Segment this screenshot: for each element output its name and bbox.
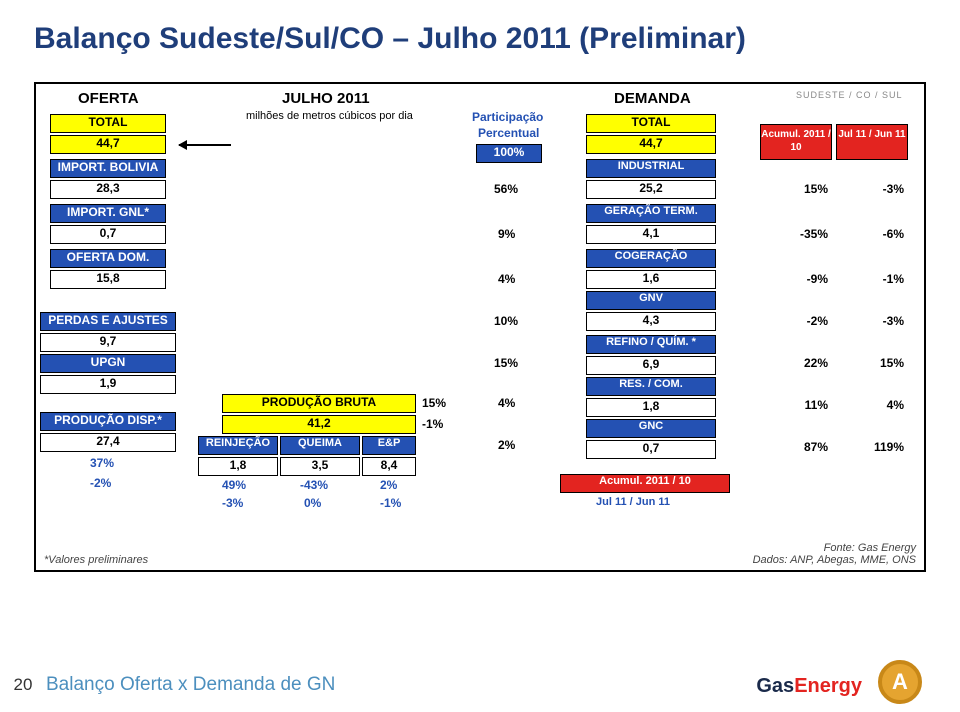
page-title: Balanço Sudeste/Sul/CO – Julho 2011 (Pre… xyxy=(34,22,926,56)
dem-total: 44,7 xyxy=(586,135,716,154)
pct-col2: -3% xyxy=(854,182,904,196)
perdas-val: 9,7 xyxy=(40,333,176,352)
r2-1: -43% xyxy=(300,478,328,492)
upgn-val: 1,9 xyxy=(40,375,176,394)
dem-item-val: 1,8 xyxy=(586,398,716,417)
prodbruta-label: PRODUÇÃO BRUTA xyxy=(222,394,416,413)
proddisp-val: 27,4 xyxy=(40,433,176,452)
demanda-header: DEMANDA xyxy=(614,90,691,107)
pct-col1: 22% xyxy=(778,356,828,370)
bolivia-label: IMPORT. BOLIVIA xyxy=(50,159,166,178)
proddisp-pct2: -2% xyxy=(90,476,111,490)
r3-2: -1% xyxy=(380,496,401,510)
pct-col2: -6% xyxy=(854,227,904,241)
prodbruta-r2: -1% xyxy=(422,417,443,431)
ep-val: 8,4 xyxy=(362,457,416,476)
acumul-label: Acumul. 2011 / 10 xyxy=(560,474,730,493)
dem-item-val: 1,6 xyxy=(586,270,716,289)
pct-col1: 11% xyxy=(778,398,828,412)
part-lbl1: Participação xyxy=(472,110,543,124)
dem-total-label: TOTAL xyxy=(586,114,716,133)
unit-sub: milhões de metros cúbicos por dia xyxy=(246,110,413,122)
pct-col1: 87% xyxy=(778,440,828,454)
dom-val: 15,8 xyxy=(50,270,166,289)
medal-icon: A xyxy=(878,660,922,704)
pct-col2: -1% xyxy=(854,272,904,286)
dem-item-label: GNC xyxy=(586,419,716,438)
dem-item-val: 25,2 xyxy=(586,180,716,199)
pct-col1: 15% xyxy=(778,182,828,196)
oferta-total-label: TOTAL xyxy=(50,114,166,133)
perdas-label: PERDAS E AJUSTES xyxy=(40,312,176,331)
pct-col2: -3% xyxy=(854,314,904,328)
dem-item-val: 4,3 xyxy=(586,312,716,331)
oferta-total: 44,7 xyxy=(50,135,166,154)
proddisp-label: PRODUÇÃO DISP.* xyxy=(40,412,176,431)
juljun-label: Jul 11 / Jun 11 xyxy=(596,496,670,508)
r2-2: 2% xyxy=(380,478,397,492)
prodbruta-val: 41,2 xyxy=(222,415,416,434)
pct-col2: 15% xyxy=(854,356,904,370)
dem-item-val: 4,1 xyxy=(586,225,716,244)
part-4b: 4% xyxy=(498,396,515,410)
month-header: JULHO 2011 xyxy=(282,90,370,107)
reinj-label: REINJEÇÃO xyxy=(198,436,278,455)
part-10: 10% xyxy=(494,314,518,328)
dem-item-val: 0,7 xyxy=(586,440,716,459)
dem-item-label: RES. / COM. xyxy=(586,377,716,396)
r3-0: -3% xyxy=(222,496,243,510)
dem-item-val: 6,9 xyxy=(586,356,716,375)
page-number: 20 xyxy=(0,675,46,695)
logo: GasEnergy xyxy=(756,675,862,698)
reinj-val: 1,8 xyxy=(198,457,278,476)
queima-val: 3,5 xyxy=(280,457,360,476)
part-4: 4% xyxy=(498,272,515,286)
dem-item-label: COGERAÇÃO xyxy=(586,249,716,268)
pct-col1: -35% xyxy=(778,227,828,241)
gnl-val: 0,7 xyxy=(50,225,166,244)
dem-item-label: GERAÇÃO TERM. xyxy=(586,204,716,223)
col2-hdr: Jul 11 / Jun 11 xyxy=(836,124,908,160)
ep-label: E&P xyxy=(362,436,416,455)
footer-caption: Balanço Oferta x Demanda de GN xyxy=(46,674,335,696)
source: Fonte: Gas EnergyDados: ANP, Abegas, MME… xyxy=(753,542,916,566)
gnl-label: IMPORT. GNL* xyxy=(50,204,166,223)
part-2: 2% xyxy=(498,438,515,452)
pct-col2: 119% xyxy=(854,440,904,454)
oferta-header: OFERTA xyxy=(78,90,139,107)
region-label: SUDESTE / CO / SUL xyxy=(796,90,903,100)
prodbruta-r1: 15% xyxy=(422,396,446,410)
part-lbl2: Percentual xyxy=(478,126,539,140)
dem-item-label: INDUSTRIAL xyxy=(586,159,716,178)
dem-item-label: REFINO / QUÍM. * xyxy=(586,335,716,354)
proddisp-pct: 37% xyxy=(90,456,114,470)
upgn-label: UPGN xyxy=(40,354,176,373)
pct-col1: -2% xyxy=(778,314,828,328)
pct-col1: -9% xyxy=(778,272,828,286)
footnote: *Valores preliminares xyxy=(44,554,148,566)
part-9: 9% xyxy=(498,227,515,241)
part-15: 15% xyxy=(494,356,518,370)
queima-label: QUEIMA xyxy=(280,436,360,455)
col1-hdr: Acumul. 2011 / 10 xyxy=(760,124,832,160)
part-56: 56% xyxy=(494,182,518,196)
arrow-left xyxy=(179,144,231,146)
r2-0: 49% xyxy=(222,478,246,492)
bolivia-val: 28,3 xyxy=(50,180,166,199)
dem-item-label: GNV xyxy=(586,291,716,310)
part-100: 100% xyxy=(476,144,542,163)
dom-label: OFERTA DOM. xyxy=(50,249,166,268)
balance-diagram: OFERTA TOTAL 44,7 IMPORT. BOLIVIA 28,3 I… xyxy=(34,82,926,572)
pct-col2: 4% xyxy=(854,398,904,412)
r3-1: 0% xyxy=(304,496,321,510)
